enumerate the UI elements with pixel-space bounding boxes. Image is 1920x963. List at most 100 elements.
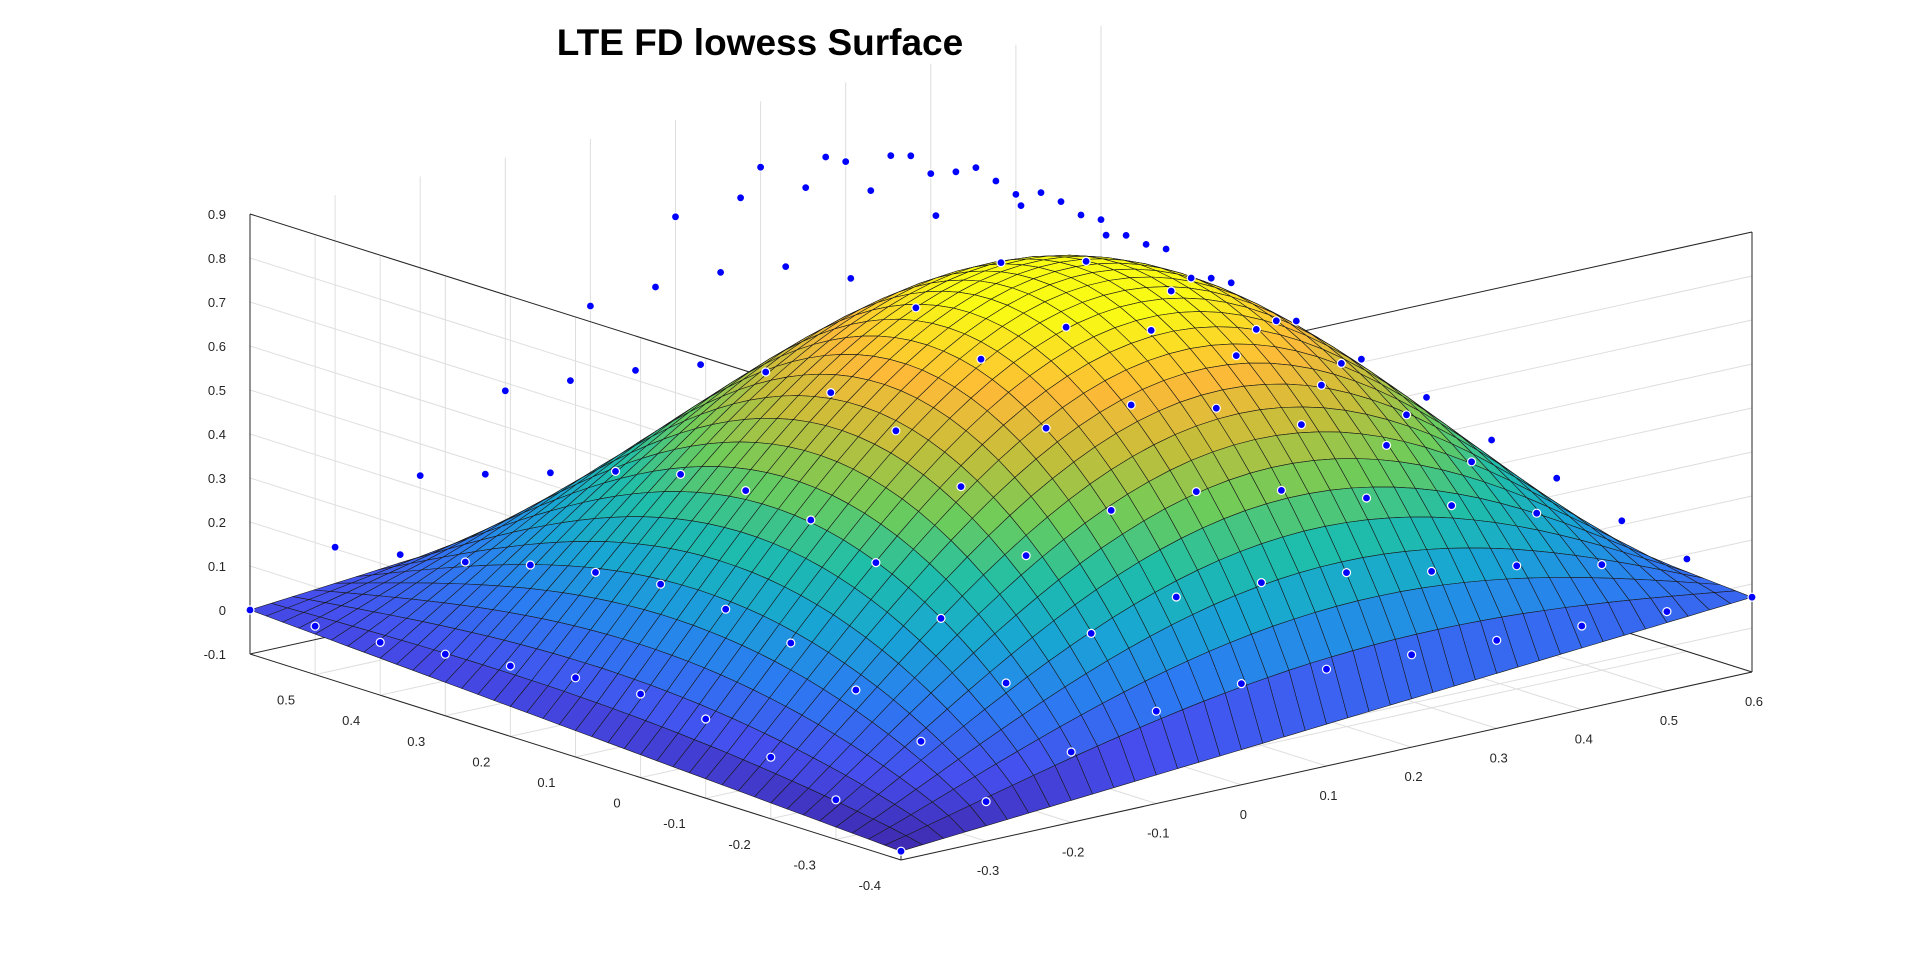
y-tick-label: 0.4 (342, 713, 360, 728)
data-point (695, 360, 706, 370)
data-point (1236, 678, 1247, 689)
data-point (1036, 188, 1046, 198)
data-point (1171, 592, 1181, 602)
data-point (1231, 351, 1241, 361)
data-point (1597, 559, 1607, 570)
data-point (1016, 201, 1026, 211)
data-point (1056, 197, 1066, 207)
data-point (1166, 286, 1176, 296)
data-point (1341, 567, 1352, 578)
data-point (415, 471, 425, 481)
data-point (1081, 256, 1091, 266)
data-point (826, 388, 836, 398)
data-point (1161, 244, 1171, 254)
data-point (755, 162, 766, 172)
data-point (956, 482, 966, 492)
data-point (1401, 410, 1412, 420)
data-point (1406, 650, 1417, 660)
data-point (781, 262, 791, 272)
data-point (1041, 423, 1051, 433)
data-point (1532, 508, 1542, 518)
data-point (1151, 706, 1161, 716)
data-point (991, 176, 1001, 186)
y-tick-label: -0.1 (663, 816, 685, 831)
x-tick-label: 0.6 (1745, 694, 1763, 709)
x-tick-label: 0.4 (1575, 732, 1593, 747)
data-point (701, 714, 711, 724)
tick-labels: -0.1 0 0.1 0.2 0.3 0.4 0.5 0.6 0.7 0.8 0.9 -0.3 -0.2… (204, 207, 1763, 893)
data-point (1361, 493, 1372, 503)
data-points (245, 151, 1757, 856)
surface-facet (884, 835, 923, 852)
data-point (916, 736, 926, 747)
data-point (395, 549, 405, 560)
data-point (911, 303, 921, 313)
z-tick-label: 0.8 (208, 251, 226, 266)
data-point (655, 579, 666, 589)
z-tick-label: 0.5 (208, 383, 226, 398)
chart-title: LTE FD lowess Surface (557, 22, 963, 63)
data-point (1021, 550, 1031, 561)
data-point (1096, 215, 1106, 225)
data-point (1146, 325, 1156, 335)
data-point (951, 167, 961, 177)
data-point (1101, 230, 1111, 240)
data-point (821, 152, 831, 162)
data-point (735, 193, 746, 203)
data-point (715, 267, 726, 277)
data-point (1552, 473, 1562, 483)
data-point (1426, 566, 1437, 577)
data-point (1141, 239, 1151, 249)
data-point (1106, 505, 1116, 515)
data-point (891, 426, 901, 436)
axis-edge (249, 653, 902, 861)
data-point (766, 752, 776, 762)
data-point (806, 515, 816, 525)
data-point (1492, 635, 1502, 646)
data-point (981, 796, 991, 807)
data-point (1076, 210, 1086, 220)
data-point (1061, 322, 1071, 332)
data-point (996, 258, 1006, 268)
x-tick-label: -0.3 (977, 863, 999, 878)
data-point (1271, 316, 1281, 326)
data-point (1206, 273, 1216, 283)
x-tick-label: 0.1 (1319, 788, 1337, 803)
data-point (851, 685, 861, 695)
lowess-surface (249, 254, 1753, 852)
data-point (570, 673, 581, 683)
data-point (1296, 420, 1307, 430)
z-tick-label: 0.4 (208, 427, 226, 442)
data-point (1316, 380, 1327, 390)
z-tick-label: 0.9 (208, 207, 226, 222)
data-point (1001, 678, 1011, 688)
data-point (1121, 230, 1131, 240)
data-point (590, 567, 601, 578)
data-point (936, 613, 946, 624)
data-point (801, 183, 811, 193)
data-point (650, 282, 661, 292)
data-point (1011, 189, 1021, 199)
data-point (585, 301, 596, 311)
data-point (886, 151, 896, 161)
x-tick-label: 0.2 (1405, 769, 1423, 784)
x-tick-label: 0.5 (1660, 713, 1678, 728)
y-tick-label: -0.3 (793, 857, 815, 872)
data-point (1512, 561, 1522, 571)
z-tick-label: 0.6 (208, 339, 226, 354)
z-tick-label: 0.2 (208, 515, 226, 530)
data-point (846, 273, 856, 283)
data-point (1226, 278, 1236, 288)
data-point (375, 637, 385, 648)
x-tick-label: 0.3 (1490, 750, 1508, 765)
data-point (1662, 606, 1672, 617)
data-point (1466, 457, 1477, 467)
data-point (245, 605, 255, 615)
data-point (931, 211, 941, 221)
data-point (721, 604, 731, 614)
data-point (1486, 435, 1497, 445)
data-point (896, 846, 906, 856)
y-tick-label: 0.2 (472, 754, 490, 769)
z-tick-label: 0.1 (208, 559, 226, 574)
